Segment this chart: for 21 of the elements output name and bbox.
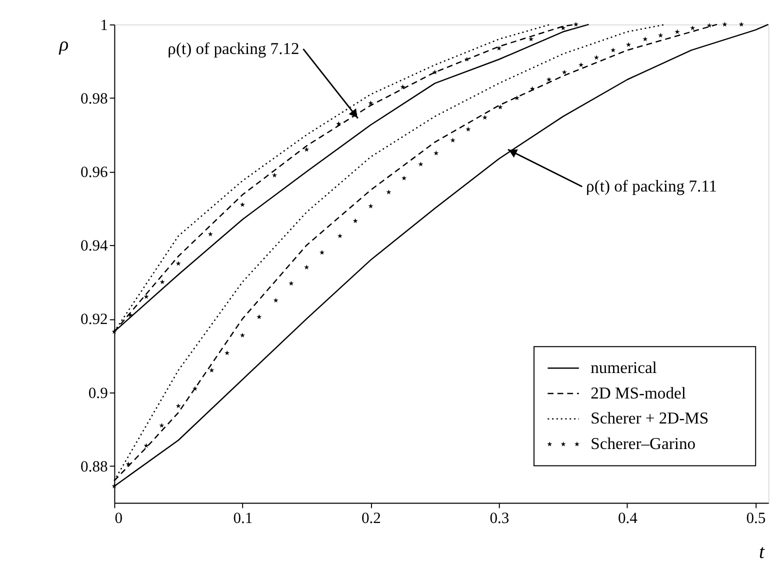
- x-tick-label: 0: [114, 510, 123, 527]
- legend-label: 2D MS-model: [590, 383, 686, 402]
- x-tick-label: 0.4: [618, 510, 638, 527]
- y-tick-label: 0.98: [80, 90, 108, 108]
- y-tick-label: 0.94: [80, 238, 108, 255]
- annotation: ρ(t) of packing 7.12: [168, 38, 300, 58]
- x-tick-label: 0.3: [490, 510, 510, 527]
- legend-label: numerical: [590, 358, 658, 377]
- y-tick-label: 0.92: [80, 311, 108, 328]
- y-tick-label: 0.88: [80, 458, 108, 476]
- y-tick-label: 0.96: [80, 164, 108, 181]
- y-tick-label: 1: [100, 16, 108, 34]
- annotation: ρ(t) of packing 7.11: [586, 176, 718, 196]
- y-axis-title: ρ: [58, 34, 69, 56]
- y-tick-label: 0.9: [88, 384, 108, 402]
- x-axis-title: t: [759, 542, 766, 563]
- x-tick-label: 0.5: [746, 510, 766, 527]
- x-tick-label: 0.1: [233, 510, 253, 527]
- legend-label: Scherer–Garino: [590, 434, 696, 454]
- x-tick-label: 0.2: [361, 510, 381, 527]
- legend-label: Scherer + 2D-MS: [590, 408, 709, 428]
